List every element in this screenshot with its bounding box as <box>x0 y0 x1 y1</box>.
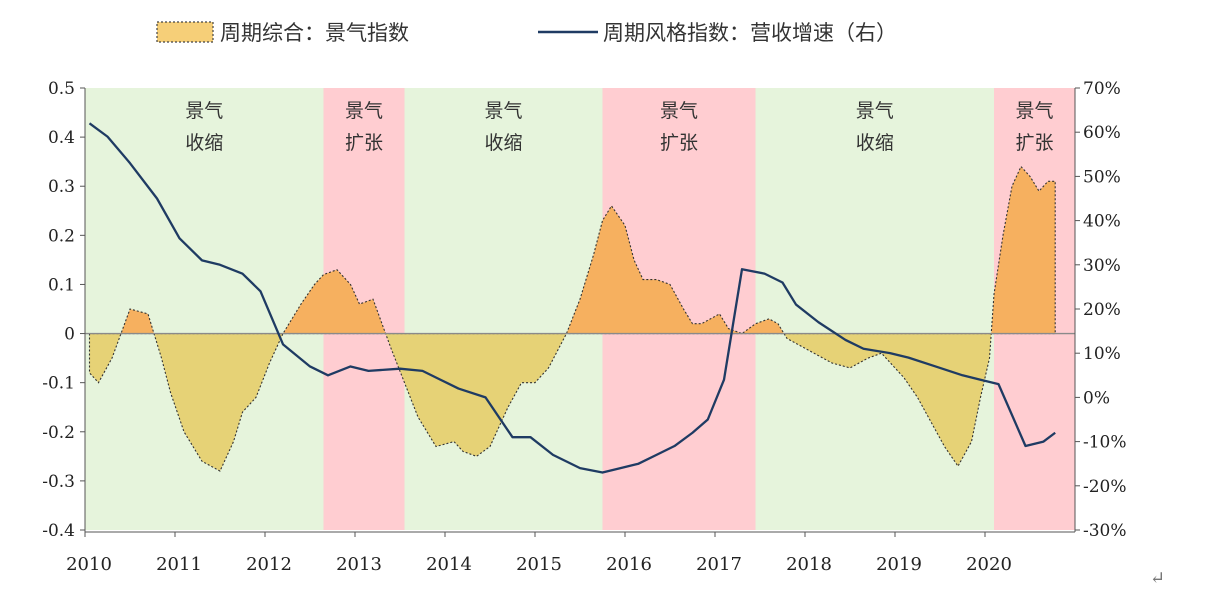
axes: 0.5 0.4 0.3 0.2 0.1 0 -0.1 -0.2 -0.3 -0.4 70% 60% 50… <box>42 79 1126 575</box>
x-tick-label: 2010 <box>66 554 112 575</box>
phase-label-top-3: 景气 <box>660 100 698 122</box>
phase-label-top-0: 景气 <box>185 100 223 122</box>
right-tick-label: -10% <box>1083 433 1127 453</box>
x-tick-label: 2018 <box>786 554 832 575</box>
x-tick-label: 2017 <box>696 554 742 575</box>
right-tick-label: 0% <box>1083 388 1110 408</box>
left-tick-label: -0.3 <box>42 472 75 492</box>
right-tick-label: 60% <box>1083 123 1121 143</box>
x-tick-label: 2012 <box>246 554 292 575</box>
x-tick-label: 2019 <box>876 554 922 575</box>
area-fill-positive <box>120 166 1056 334</box>
right-tick-label: 70% <box>1083 79 1121 99</box>
area-fill-negative <box>89 333 1056 472</box>
left-tick-label: -0.1 <box>42 374 75 394</box>
left-tick-label: 0.3 <box>48 177 75 197</box>
left-tick-label: 0.4 <box>48 128 75 148</box>
right-tick-label: 40% <box>1083 212 1121 232</box>
right-tick-label: 10% <box>1083 344 1121 364</box>
right-tick-label: -30% <box>1083 521 1127 541</box>
phase-band-2 <box>404 88 603 530</box>
x-tick-label: 2013 <box>336 554 382 575</box>
x-tick-label: 2011 <box>156 554 202 575</box>
phase-label-top-2: 景气 <box>484 100 522 122</box>
left-tick-label: 0 <box>64 325 75 345</box>
revenue-growth-line <box>88 122 1056 474</box>
x-tick-label: 2016 <box>606 554 652 575</box>
phase-label-bottom-5: 扩张 <box>1015 132 1053 154</box>
left-tick-label: 0.2 <box>48 226 75 246</box>
left-tick-label: -0.4 <box>42 521 75 541</box>
phase-label-bottom-0: 收缩 <box>185 132 223 154</box>
legend-label-series1: 周期综合：景气指数 <box>220 21 409 45</box>
phase-bands <box>85 88 1075 530</box>
phase-label-top-4: 景气 <box>856 100 894 122</box>
phase-label-top-5: 景气 <box>1015 100 1053 122</box>
left-tick-label: -0.2 <box>42 423 75 443</box>
legend: 周期综合：景气指数 周期风格指数：营收增速（右） <box>156 21 897 45</box>
legend-label-series2: 周期风格指数：营收增速（右） <box>603 21 897 45</box>
phase-label-top-1: 景气 <box>345 100 383 122</box>
x-tick-label: 2014 <box>426 554 472 575</box>
left-tick-label: 0.1 <box>48 275 75 295</box>
right-tick-label: 50% <box>1083 167 1121 187</box>
x-tick-label: 2015 <box>516 554 562 575</box>
x-tick-label: 2020 <box>966 554 1012 575</box>
phase-label-bottom-3: 扩张 <box>660 132 698 154</box>
phase-label-bottom-4: 收缩 <box>856 132 894 154</box>
series1-area <box>88 165 1056 472</box>
left-tick-label: 0.5 <box>48 79 75 99</box>
right-tick-label: 20% <box>1083 300 1121 320</box>
phase-band-0 <box>85 88 324 530</box>
legend-swatch-series1 <box>156 21 214 43</box>
right-tick-label: 30% <box>1083 256 1121 276</box>
phase-label-bottom-2: 收缩 <box>484 132 522 154</box>
phase-label-bottom-1: 扩张 <box>345 132 383 154</box>
corner-return-mark: ↵ <box>1150 568 1165 585</box>
right-tick-label: -20% <box>1083 477 1127 497</box>
series2-line <box>88 122 1056 474</box>
